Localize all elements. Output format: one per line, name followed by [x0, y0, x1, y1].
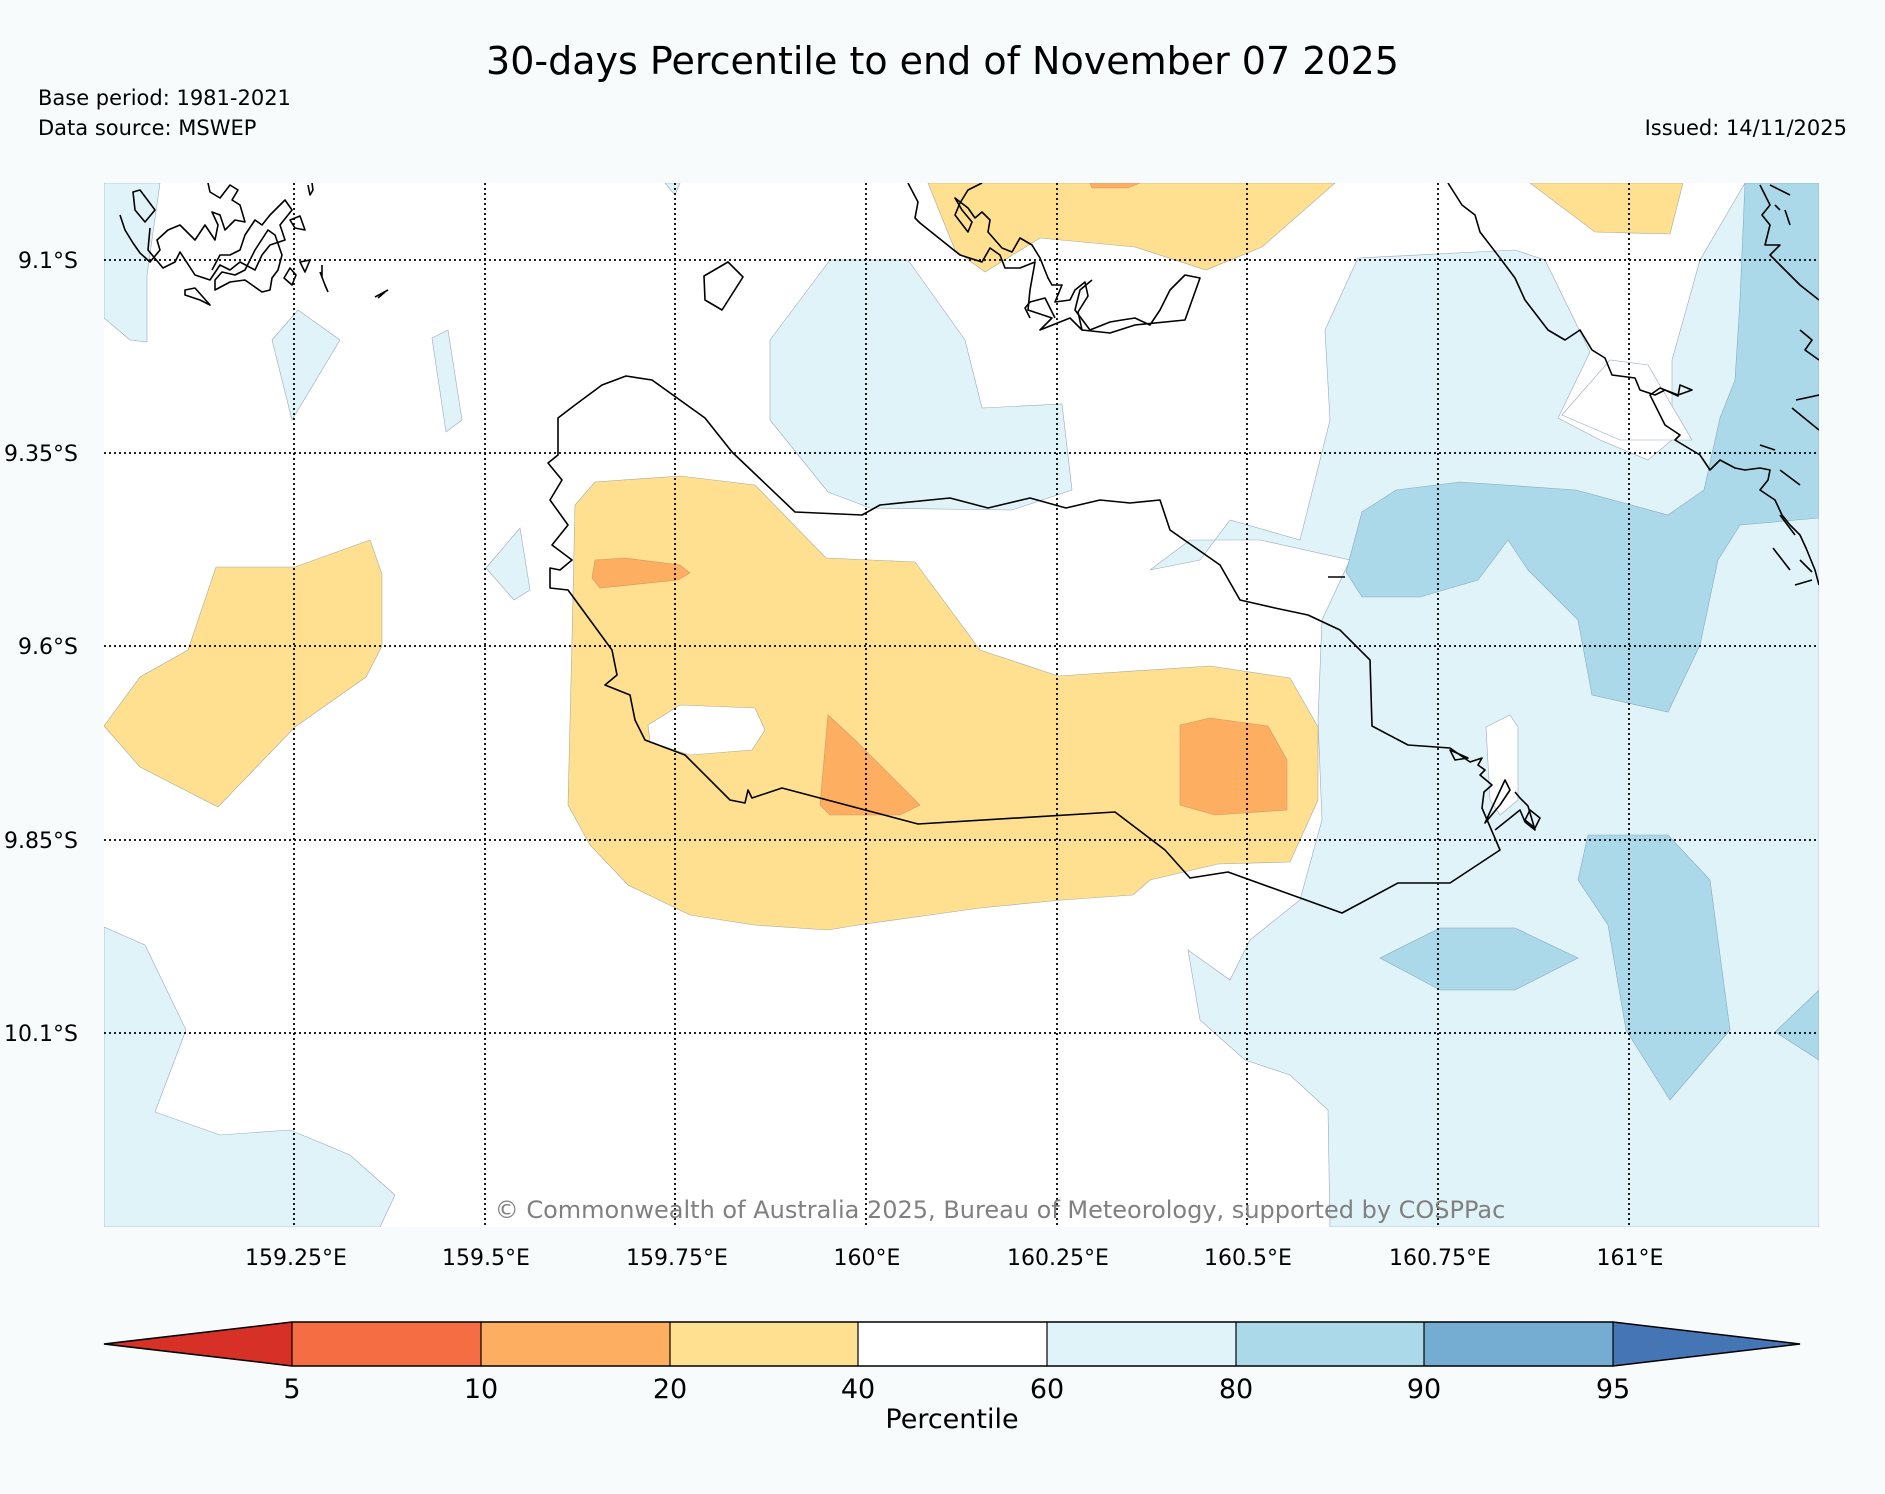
colorbar-tick-label: 5 [283, 1374, 300, 1405]
colorbar-label: Percentile [885, 1404, 1018, 1435]
colorbar-tick-label: 40 [841, 1374, 875, 1405]
contour-20-40 [104, 183, 1684, 931]
lon-tick-label: 161°E [1597, 1246, 1664, 1271]
colorbar-segment [1424, 1322, 1613, 1366]
lat-tick-labels: 9.1°S 9.35°S 9.6°S 9.85°S 10.1°S [4, 249, 78, 1047]
contour-40-60-pocket [1485, 359, 1693, 816]
colorbar-tick-label: 95 [1596, 1374, 1630, 1405]
map-title: 30-days Percentile to end of November 07… [486, 39, 1399, 83]
coastline [119, 183, 1819, 914]
lon-tick-label: 160.75°E [1389, 1246, 1491, 1271]
lat-tick-label: 9.85°S [4, 829, 78, 854]
colorbar-tick-label: 80 [1219, 1374, 1253, 1405]
data-source-label: Data source: MSWEP [38, 116, 257, 140]
lon-tick-label: 160.25°E [1007, 1246, 1109, 1271]
colorbar-extend-high [1613, 1322, 1800, 1366]
copyright-notice: © Commonwealth of Australia 2025, Bureau… [495, 1196, 1506, 1224]
lon-tick-label: 160°E [834, 1246, 901, 1271]
lat-tick-label: 9.35°S [4, 442, 78, 467]
gridlines [104, 183, 1819, 1227]
lat-tick-label: 9.1°S [18, 249, 78, 274]
colorbar-segment [858, 1322, 1047, 1366]
colorbar-segment [1236, 1322, 1424, 1366]
contour-80-90 [1345, 183, 1819, 1101]
colorbar-segment [1047, 1322, 1236, 1366]
colorbar-extend-low [104, 1322, 292, 1366]
colorbar-tick-label: 90 [1407, 1374, 1441, 1405]
colorbar-segment [481, 1322, 670, 1366]
colorbar-tick-labels: 5 10 20 40 60 80 90 95 [283, 1374, 1630, 1405]
lat-tick-label: 9.6°S [18, 635, 78, 660]
lon-tick-label: 159.25°E [245, 1246, 347, 1271]
colorbar-segment [292, 1322, 481, 1366]
colorbar-tick-label: 20 [653, 1374, 687, 1405]
lon-tick-label: 160.5°E [1204, 1246, 1292, 1271]
base-period-label: Base period: 1981-2021 [38, 86, 291, 110]
colorbar-tick-label: 60 [1030, 1374, 1064, 1405]
colorbar-tick-label: 10 [464, 1374, 498, 1405]
colorbar: 5 10 20 40 60 80 90 95 Percentile [103, 1321, 1801, 1435]
lon-tick-label: 159.75°E [626, 1246, 728, 1271]
lon-tick-label: 159.5°E [442, 1246, 530, 1271]
map-panel: © Commonwealth of Australia 2025, Bureau… [104, 183, 1819, 1227]
lat-tick-label: 10.1°S [4, 1022, 78, 1047]
contour-10-20 [591, 183, 1288, 816]
colorbar-dividers [291, 1322, 1614, 1366]
colorbar-segment [670, 1322, 858, 1366]
issued-date-label: Issued: 14/11/2025 [1644, 116, 1847, 140]
lon-tick-labels: 159.25°E 159.5°E 159.75°E 160°E 160.25°E… [245, 1246, 1663, 1271]
